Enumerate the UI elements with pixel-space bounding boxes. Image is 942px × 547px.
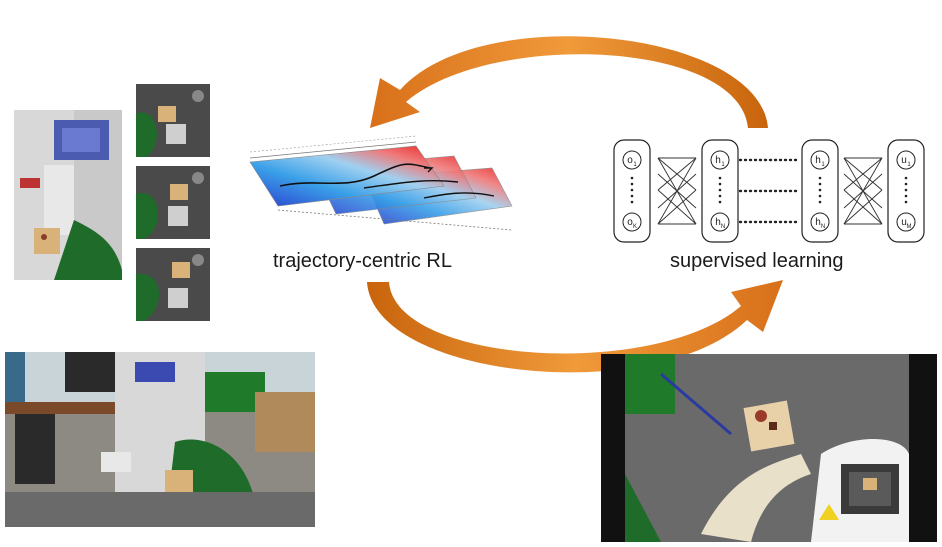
trajectory-rl-label: trajectory-centric RL <box>273 250 452 272</box>
camera-thumbnail-2 <box>136 166 210 239</box>
node-hn-last-sub: N <box>821 224 825 230</box>
camera-thumbnail-1 <box>136 84 210 157</box>
supervised-learning-label: supervised learning <box>670 250 844 272</box>
neural-network-diagram: o 1 o K h 1 h N h 1 h N u 1 u M <box>613 139 925 243</box>
cycle-arrow-bottom <box>367 280 783 373</box>
node-u1-sub: 1 <box>907 162 911 168</box>
node-h1-last-sub: 1 <box>821 162 825 168</box>
wrist-camera-photo <box>601 354 937 542</box>
node-um: u <box>901 217 907 228</box>
node-ok: o <box>627 217 633 228</box>
camera-thumbnail-3 <box>136 248 210 321</box>
node-o1: o <box>627 155 633 166</box>
robot-arm-photo <box>14 110 122 280</box>
trajectory-surface-plots <box>249 135 513 231</box>
node-hn-first: h <box>715 217 721 228</box>
node-h1-first: h <box>715 155 721 166</box>
node-u1: u <box>901 155 907 166</box>
node-hn-last: h <box>815 217 821 228</box>
node-ok-sub: K <box>633 224 637 230</box>
node-hn-first-sub: N <box>721 224 725 230</box>
node-h1-first-sub: 1 <box>721 162 725 168</box>
cycle-arrow-top <box>370 36 768 128</box>
node-h1-last: h <box>815 155 821 166</box>
robot-lab-photo <box>5 352 315 527</box>
node-o1-sub: 1 <box>633 162 637 168</box>
node-um-sub: M <box>907 224 912 230</box>
